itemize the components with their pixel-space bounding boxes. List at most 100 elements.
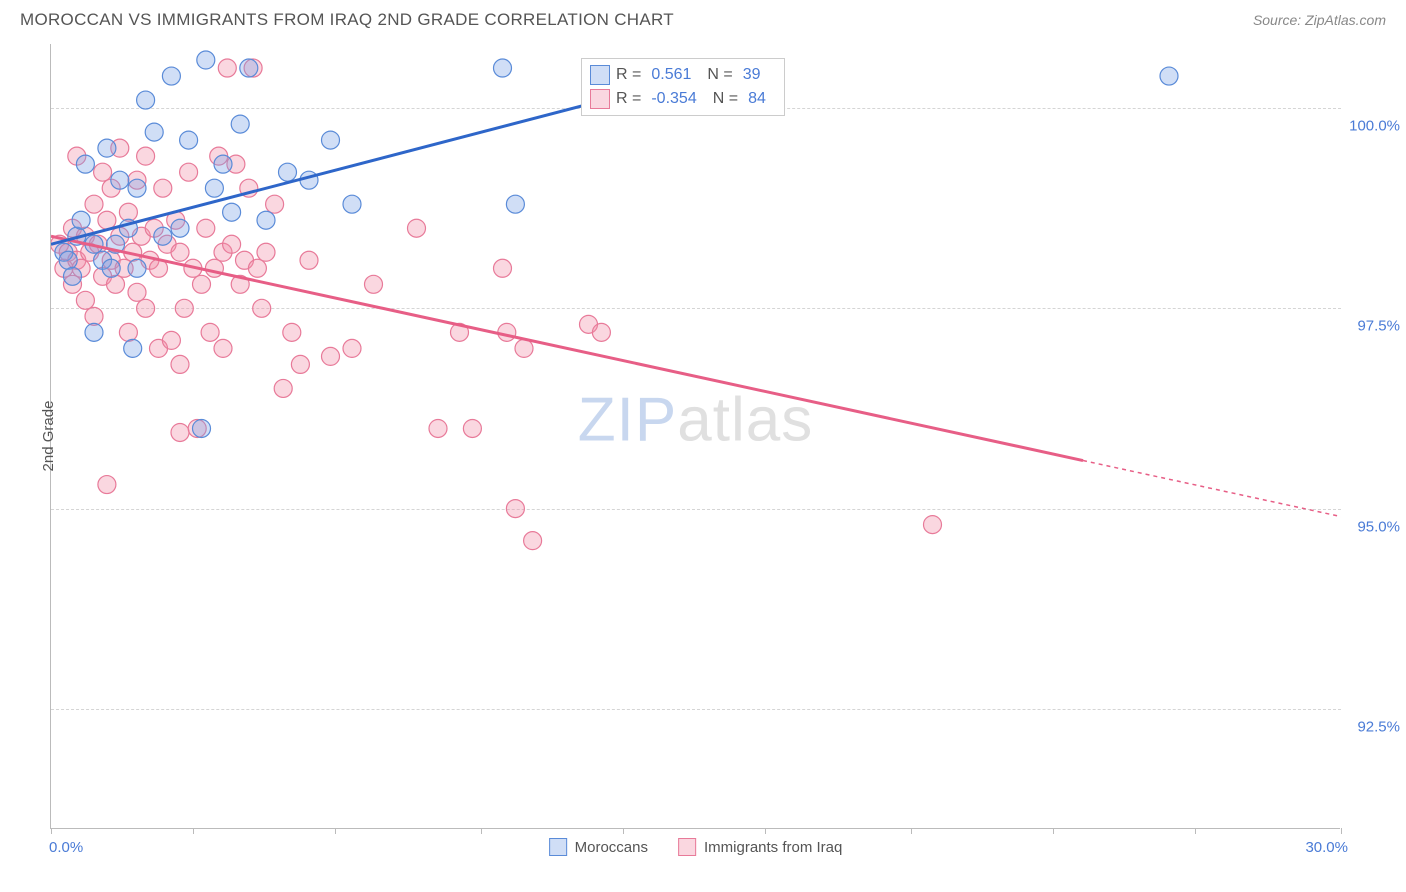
- stats-row: R =0.561N =39: [590, 63, 776, 87]
- data-point: [248, 259, 266, 277]
- data-point: [300, 251, 318, 269]
- data-point: [137, 91, 155, 109]
- data-point: [171, 423, 189, 441]
- y-tick-label: 97.5%: [1345, 318, 1400, 335]
- x-tick: [193, 828, 194, 834]
- data-point: [124, 339, 142, 357]
- data-point: [137, 147, 155, 165]
- stats-n-value: 84: [748, 87, 766, 111]
- stats-swatch-icon: [590, 65, 610, 85]
- data-point: [365, 275, 383, 293]
- y-tick-label: 92.5%: [1345, 718, 1400, 735]
- stats-n-value: 39: [743, 63, 761, 87]
- stats-n-label: N =: [707, 63, 732, 87]
- data-point: [162, 67, 180, 85]
- stats-r-label: R =: [616, 63, 641, 87]
- stats-r-value: -0.354: [651, 87, 696, 111]
- data-point: [72, 211, 90, 229]
- data-point: [59, 251, 77, 269]
- x-min-label: 0.0%: [49, 839, 83, 856]
- data-point: [257, 211, 275, 229]
- legend-item-iraq: Immigrants from Iraq: [678, 838, 842, 856]
- data-point: [223, 235, 241, 253]
- legend-item-moroccans: Moroccans: [549, 838, 648, 856]
- stats-swatch-icon: [590, 89, 610, 109]
- data-point: [924, 516, 942, 534]
- y-tick-label: 100.0%: [1345, 118, 1400, 135]
- data-point: [506, 500, 524, 518]
- data-point: [498, 323, 516, 341]
- legend-label: Immigrants from Iraq: [704, 839, 842, 856]
- x-tick: [911, 828, 912, 834]
- data-point: [524, 532, 542, 550]
- data-point: [154, 179, 172, 197]
- data-point: [180, 163, 198, 181]
- data-point: [223, 203, 241, 221]
- data-point: [506, 195, 524, 213]
- data-point: [175, 299, 193, 317]
- data-point: [463, 419, 481, 437]
- stats-n-label: N =: [713, 87, 738, 111]
- data-point: [1160, 67, 1178, 85]
- stats-r-label: R =: [616, 87, 641, 111]
- data-point: [193, 419, 211, 437]
- data-point: [76, 291, 94, 309]
- data-point: [201, 323, 219, 341]
- data-point: [218, 59, 236, 77]
- data-point: [107, 275, 125, 293]
- data-point: [197, 51, 215, 69]
- data-point: [197, 219, 215, 237]
- data-point: [291, 355, 309, 373]
- plot-area: 2nd Grade 100.0%97.5%95.0%92.5% ZIPatlas…: [50, 44, 1340, 829]
- data-point: [180, 131, 198, 149]
- data-point: [322, 131, 340, 149]
- data-point: [162, 331, 180, 349]
- data-point: [119, 203, 137, 221]
- data-point: [214, 339, 232, 357]
- data-point: [253, 299, 271, 317]
- data-point: [494, 59, 512, 77]
- data-point: [322, 347, 340, 365]
- chart-header: MOROCCAN VS IMMIGRANTS FROM IRAQ 2ND GRA…: [0, 0, 1406, 36]
- data-point: [145, 123, 163, 141]
- y-tick-label: 95.0%: [1345, 518, 1400, 535]
- x-tick: [481, 828, 482, 834]
- data-point: [257, 243, 275, 261]
- data-point: [515, 339, 533, 357]
- x-tick: [51, 828, 52, 834]
- data-point: [64, 267, 82, 285]
- data-point: [205, 179, 223, 197]
- data-point: [171, 219, 189, 237]
- data-point: [283, 323, 301, 341]
- x-tick: [1195, 828, 1196, 834]
- x-tick: [1341, 828, 1342, 834]
- data-point: [119, 323, 137, 341]
- data-point: [98, 139, 116, 157]
- x-tick: [765, 828, 766, 834]
- data-point: [128, 283, 146, 301]
- data-point: [231, 115, 249, 133]
- data-point: [429, 419, 447, 437]
- stats-box: R =0.561N =39R =-0.354N =84: [581, 58, 785, 116]
- legend-swatch-icon: [678, 838, 696, 856]
- x-max-label: 30.0%: [1305, 839, 1348, 856]
- data-point: [266, 195, 284, 213]
- data-point: [85, 307, 103, 325]
- data-point: [171, 243, 189, 261]
- data-point: [85, 195, 103, 213]
- data-point: [343, 195, 361, 213]
- data-point: [408, 219, 426, 237]
- data-point: [85, 323, 103, 341]
- stats-row: R = -0.354 N = 84: [590, 87, 776, 111]
- x-tick: [335, 828, 336, 834]
- x-tick: [1053, 828, 1054, 834]
- data-point: [240, 59, 258, 77]
- legend: Moroccans Immigrants from Iraq: [549, 838, 843, 856]
- data-point: [193, 275, 211, 293]
- trend-line-dashed: [1083, 461, 1341, 517]
- data-point: [98, 476, 116, 494]
- x-tick: [623, 828, 624, 834]
- data-point: [494, 259, 512, 277]
- data-point: [592, 323, 610, 341]
- data-point: [111, 171, 129, 189]
